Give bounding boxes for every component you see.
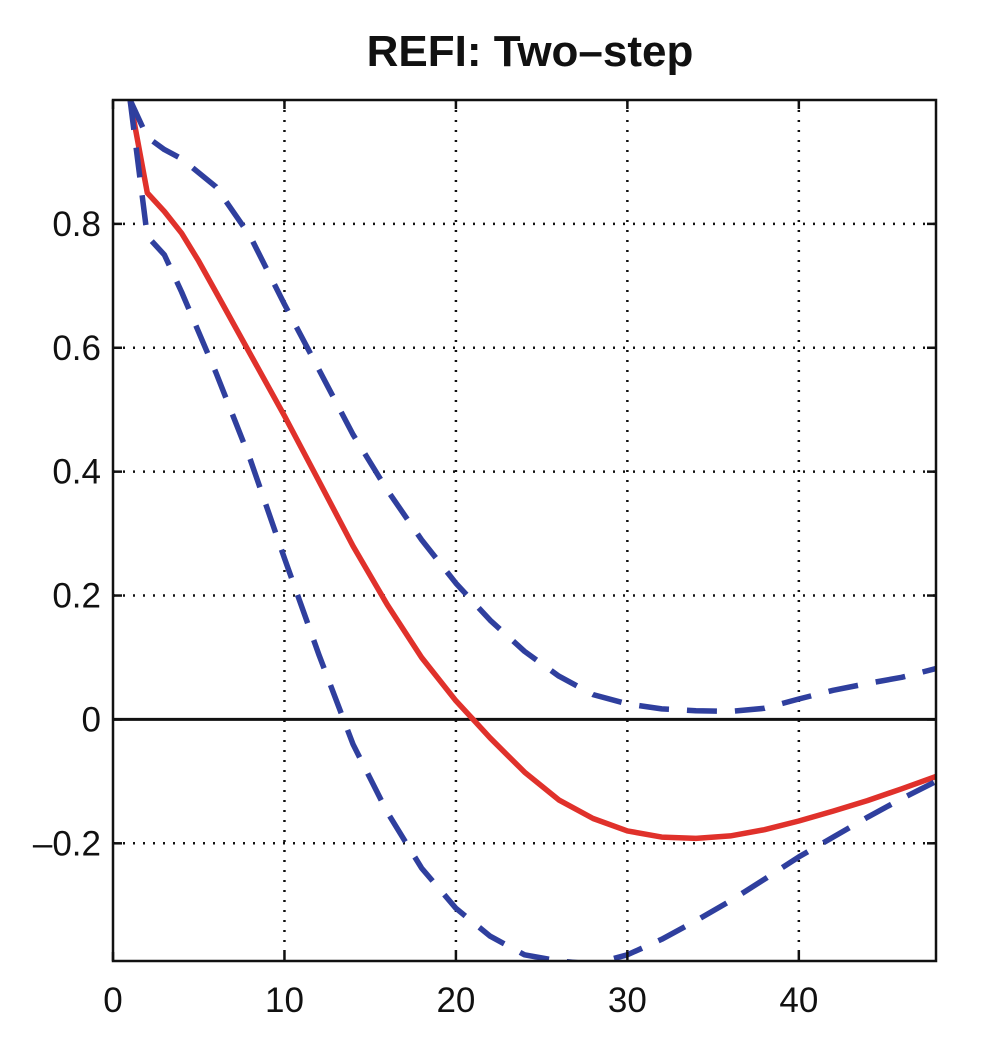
- series-line-dashed-1: [127, 100, 936, 715]
- grid-lines: [113, 100, 936, 961]
- y-tick-label: 0.8: [52, 205, 101, 244]
- y-axis: –0.2 0 0.2 0.4 0.6 0.8: [33, 205, 936, 863]
- x-tick-label: 40: [779, 981, 818, 1020]
- plot-frame: [111, 98, 938, 963]
- x-tick-label: 0: [103, 981, 122, 1020]
- x-tick-label: 20: [436, 981, 475, 1020]
- x-tick-label: 30: [608, 981, 647, 1020]
- y-tick-label: 0: [82, 700, 101, 739]
- x-tick-label: 10: [265, 981, 304, 1020]
- y-tick-label: 0.4: [52, 453, 101, 492]
- y-tick-label: 0.6: [52, 329, 101, 368]
- x-axis: 0 10 20 30 40: [103, 100, 818, 1020]
- y-tick-label: –0.2: [33, 824, 101, 863]
- chart-title: REFI: Two–step: [367, 27, 694, 76]
- series-line-solid: [127, 100, 936, 842]
- series-group: [127, 100, 936, 961]
- y-tick-label: 0.2: [52, 577, 101, 616]
- series-line-dashed-2: [127, 100, 936, 961]
